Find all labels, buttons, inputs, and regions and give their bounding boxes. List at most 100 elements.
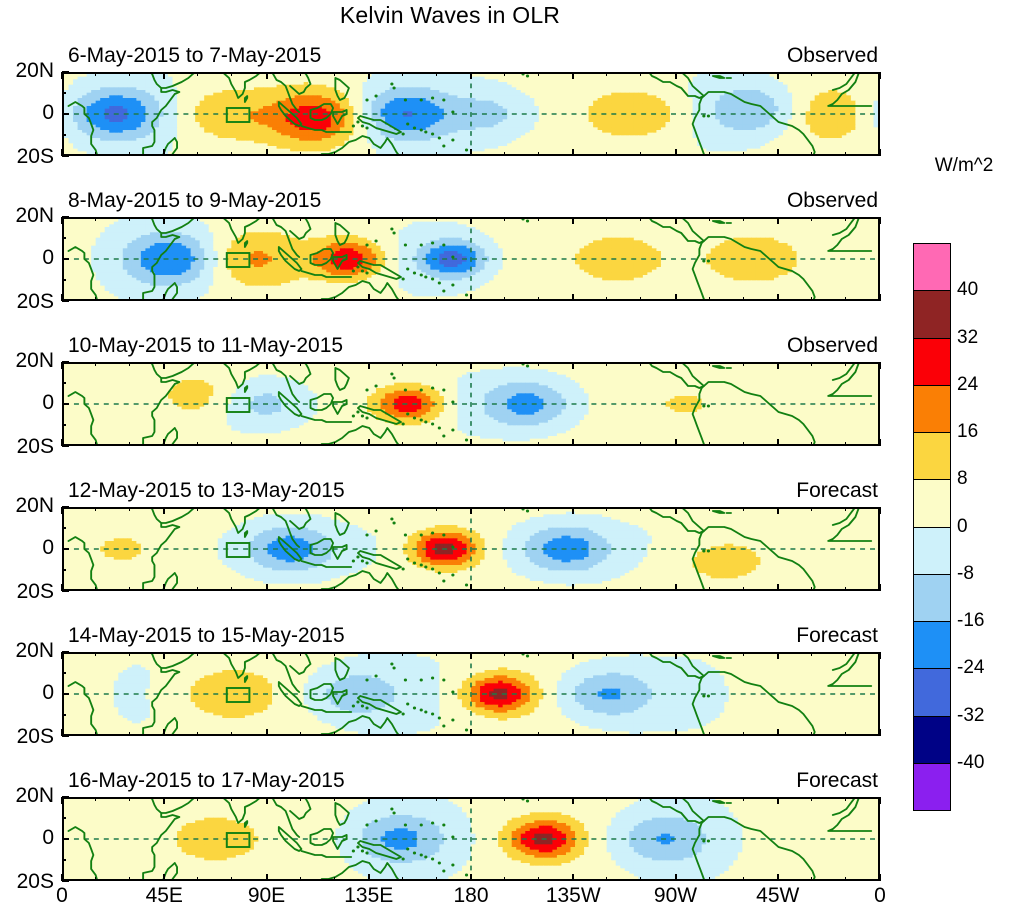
y-axis-tick <box>62 237 66 239</box>
map-plot-area[interactable] <box>62 507 880 591</box>
x-axis-tick <box>61 217 63 224</box>
x-axis-tick <box>879 439 881 446</box>
x-axis-tick <box>538 362 540 366</box>
map-plot-area[interactable] <box>62 217 880 301</box>
x-axis-tick <box>879 217 881 224</box>
x-axis-tick <box>879 652 881 659</box>
colorbar-band[interactable] <box>913 573 951 622</box>
x-axis-tick <box>129 152 131 156</box>
map-plot-area[interactable] <box>62 72 880 156</box>
x-axis-tick <box>640 362 642 366</box>
panel-header: 10-May-2015 to 11-May-2015 Observed <box>62 334 880 360</box>
x-axis-tick <box>435 362 437 366</box>
y-axis-tick <box>62 113 69 115</box>
x-axis-tick <box>504 72 506 76</box>
y-axis-tick <box>62 548 69 550</box>
x-axis-tick <box>640 217 642 221</box>
x-axis-tick <box>401 587 403 591</box>
y-axis-label-eq: 0 <box>0 101 54 125</box>
x-axis-tick <box>810 797 812 801</box>
x-axis-tick <box>231 152 233 156</box>
x-axis-tick <box>470 149 472 156</box>
x-axis-tick <box>61 439 63 446</box>
x-axis-tick <box>640 732 642 736</box>
x-axis-tick <box>197 507 199 511</box>
x-axis-tick <box>95 797 97 801</box>
x-axis-tick <box>879 584 881 591</box>
panel-kind-label: Forecast <box>796 479 878 503</box>
x-axis-tick <box>879 72 881 79</box>
x-axis-tick <box>401 362 403 366</box>
x-axis-tick <box>333 152 335 156</box>
x-axis-tick <box>844 587 846 591</box>
x-axis-tick <box>776 362 779 369</box>
x-axis-tick <box>163 439 166 446</box>
x-axis-tick <box>163 729 166 736</box>
y-axis-label-eq: 0 <box>0 826 54 850</box>
colorbar-band[interactable] <box>913 668 951 717</box>
panel-header: 8-May-2015 to 9-May-2015 Observed <box>62 189 880 215</box>
map-plot-area[interactable] <box>62 652 880 736</box>
colorbar-band[interactable] <box>913 337 951 386</box>
colorbar-band[interactable] <box>913 290 951 339</box>
y-axis-label-20n: 20N <box>0 784 54 808</box>
colorbar-band[interactable] <box>913 432 951 481</box>
panel-kind-label: Forecast <box>796 769 878 793</box>
y-axis-tick <box>62 155 69 157</box>
x-axis-tick <box>504 732 506 736</box>
x-axis-tick <box>504 507 506 511</box>
panel-date-range: 16-May-2015 to 17-May-2015 <box>68 769 345 793</box>
colorbar-band[interactable] <box>913 621 951 670</box>
colorbar-band[interactable] <box>913 384 951 433</box>
colorbar-band[interactable] <box>913 479 951 528</box>
y-axis-label-20n: 20N <box>0 349 54 373</box>
x-axis-tick <box>776 584 779 591</box>
x-axis-tick <box>231 877 233 881</box>
colorbar-band[interactable] <box>913 762 951 811</box>
colorbar-band[interactable] <box>913 715 951 764</box>
x-axis-tick <box>572 149 575 156</box>
y-axis-tick <box>62 279 66 281</box>
x-axis-tick <box>640 877 642 881</box>
x-axis-tick-label: 90E <box>248 884 285 908</box>
colorbar-band[interactable] <box>913 243 951 292</box>
x-axis-tick <box>708 217 710 221</box>
x-axis-tick <box>401 507 403 511</box>
x-axis-tick <box>879 507 881 514</box>
x-axis-tick <box>606 507 608 511</box>
colorbar[interactable] <box>913 243 951 811</box>
colorbar-tick-label: -24 <box>957 657 984 679</box>
x-axis-tick <box>742 217 744 221</box>
map-plot-area[interactable] <box>62 362 880 446</box>
x-axis-tick <box>810 507 812 511</box>
x-axis-tick <box>674 439 677 446</box>
x-axis-tick <box>231 297 233 301</box>
x-axis-tick <box>538 652 540 656</box>
x-axis-tick <box>742 652 744 656</box>
x-axis-tick <box>470 729 472 736</box>
x-axis-tick <box>606 217 608 221</box>
map-plot-area[interactable] <box>62 797 880 881</box>
panel-header: 16-May-2015 to 17-May-2015 Forecast <box>62 769 880 795</box>
x-axis-tick <box>504 652 506 656</box>
x-axis-tick <box>844 362 846 366</box>
x-axis-tick <box>606 652 608 656</box>
y-axis-tick <box>62 424 66 426</box>
colorbar-band[interactable] <box>913 526 951 575</box>
y-axis-label-20s: 20S <box>0 290 54 314</box>
x-axis-tick <box>197 797 199 801</box>
x-axis-tick <box>606 732 608 736</box>
x-axis-tick <box>742 72 744 76</box>
x-axis-tick <box>776 652 779 659</box>
x-axis-tick <box>129 652 131 656</box>
x-axis-tick <box>367 294 370 301</box>
x-axis-tick <box>504 297 506 301</box>
x-axis-tick <box>299 652 301 656</box>
x-axis-tick <box>504 152 506 156</box>
x-axis-tick-label: 90W <box>654 884 697 908</box>
x-axis-tick <box>197 362 199 366</box>
x-axis-tick <box>708 797 710 801</box>
panel-header: 14-May-2015 to 15-May-2015 Forecast <box>62 624 880 650</box>
x-axis-tick <box>708 732 710 736</box>
x-axis-tick <box>333 362 335 366</box>
